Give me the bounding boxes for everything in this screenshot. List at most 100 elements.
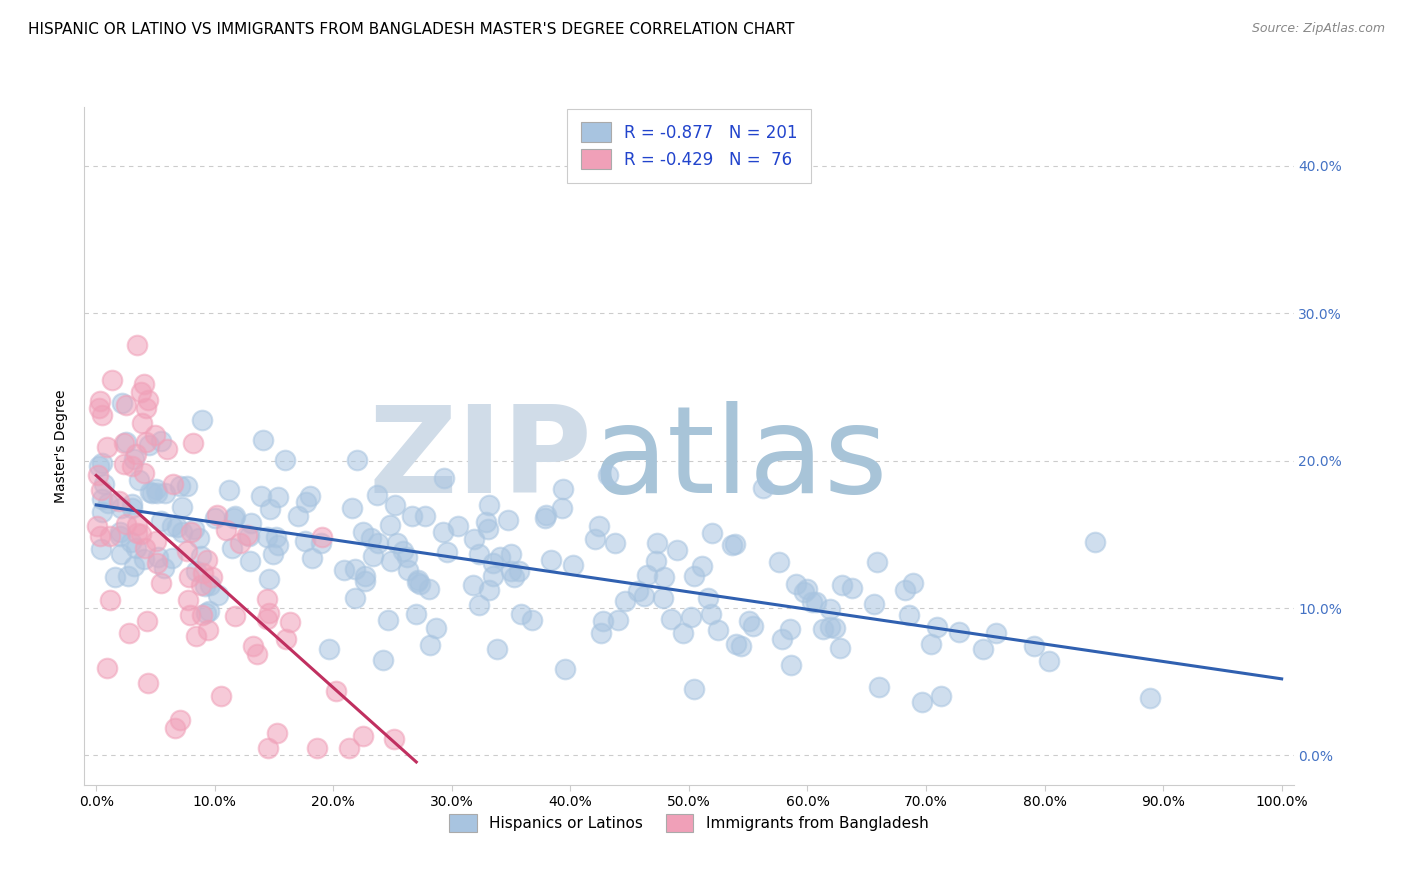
Point xyxy=(463,533,485,547)
Point xyxy=(738,614,761,628)
Point xyxy=(651,591,673,606)
Point xyxy=(134,541,156,555)
Point xyxy=(831,577,853,591)
Point xyxy=(540,553,562,567)
Point xyxy=(363,549,385,563)
Point xyxy=(104,569,127,583)
Point xyxy=(346,453,368,467)
Point xyxy=(396,549,419,564)
Point xyxy=(295,495,318,509)
Point xyxy=(692,559,714,574)
Point xyxy=(121,458,143,473)
Point xyxy=(583,532,606,546)
Point xyxy=(378,518,401,533)
Point xyxy=(752,481,775,495)
Point xyxy=(344,591,367,605)
Point xyxy=(90,492,112,507)
Point xyxy=(633,590,655,604)
Point xyxy=(125,447,148,461)
Point xyxy=(252,434,274,448)
Point xyxy=(682,681,704,696)
Point xyxy=(135,401,157,416)
Point xyxy=(118,626,141,640)
Point xyxy=(150,576,173,591)
Point xyxy=(367,535,389,549)
Point xyxy=(700,607,723,621)
Point xyxy=(90,408,112,422)
Point xyxy=(614,594,637,608)
Point xyxy=(145,483,167,497)
Point xyxy=(141,486,163,500)
Point xyxy=(550,501,572,516)
Point xyxy=(114,516,136,531)
Point xyxy=(478,498,501,512)
Point xyxy=(114,435,136,450)
Point xyxy=(520,613,543,627)
Point xyxy=(309,535,332,549)
Text: HISPANIC OR LATINO VS IMMIGRANTS FROM BANGLADESH MASTER'S DEGREE CORRELATION CHA: HISPANIC OR LATINO VS IMMIGRANTS FROM BA… xyxy=(28,22,794,37)
Point xyxy=(496,513,519,527)
Point xyxy=(136,614,159,628)
Point xyxy=(191,607,214,622)
Point xyxy=(898,607,921,622)
Point xyxy=(596,468,619,483)
Point xyxy=(485,642,508,657)
Point xyxy=(224,510,246,524)
Point xyxy=(198,577,221,591)
Point xyxy=(384,498,406,512)
Point xyxy=(433,471,456,485)
Point xyxy=(468,598,491,612)
Point xyxy=(391,544,413,558)
Point xyxy=(136,676,159,690)
Point xyxy=(93,477,115,491)
Point xyxy=(824,621,846,635)
Point xyxy=(405,607,427,621)
Point xyxy=(770,632,793,646)
Point xyxy=(170,525,193,540)
Point xyxy=(929,689,952,703)
Point xyxy=(108,529,131,543)
Point xyxy=(190,578,212,592)
Point xyxy=(697,591,720,605)
Point xyxy=(194,606,217,620)
Point xyxy=(343,561,366,575)
Point xyxy=(333,563,356,577)
Point xyxy=(190,549,212,564)
Point xyxy=(152,561,174,575)
Point xyxy=(176,543,198,558)
Point xyxy=(108,493,131,508)
Point xyxy=(125,541,148,555)
Point xyxy=(146,486,169,500)
Point xyxy=(792,585,814,599)
Point xyxy=(360,531,382,545)
Point xyxy=(682,569,704,583)
Point xyxy=(149,434,172,448)
Point xyxy=(195,553,218,567)
Point xyxy=(131,417,153,431)
Point xyxy=(97,495,120,509)
Point xyxy=(101,373,124,387)
Point xyxy=(148,549,170,564)
Point xyxy=(122,452,145,467)
Point xyxy=(780,658,803,673)
Point xyxy=(986,626,1008,640)
Point xyxy=(214,523,236,537)
Point xyxy=(298,489,321,503)
Point xyxy=(207,588,229,602)
Point xyxy=(868,680,890,694)
Point xyxy=(1139,691,1161,706)
Point xyxy=(238,529,260,543)
Point xyxy=(1024,640,1046,654)
Point xyxy=(592,614,614,628)
Point xyxy=(1084,535,1107,549)
Point xyxy=(551,482,574,496)
Point xyxy=(193,566,215,580)
Point xyxy=(127,338,149,352)
Point xyxy=(436,545,458,559)
Point xyxy=(406,575,429,590)
Point xyxy=(636,567,658,582)
Point xyxy=(679,609,702,624)
Point xyxy=(413,509,436,524)
Point xyxy=(482,557,505,571)
Point xyxy=(499,547,522,561)
